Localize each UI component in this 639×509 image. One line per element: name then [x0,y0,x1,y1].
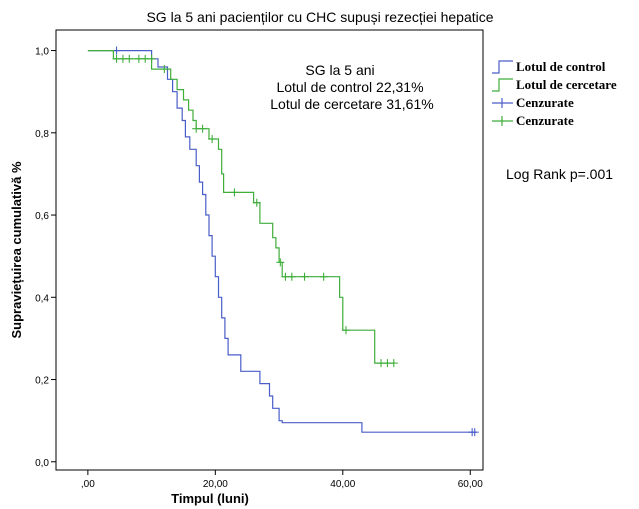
x-axis: ,00 20,00 40,00 60,00 [81,470,483,490]
x-tick-label: 20,00 [203,479,228,490]
legend: Lotul de control Lotul de cercetare Cenzur… [492,59,617,128]
legend-item: Lotul de control [492,59,606,74]
annotation-line-1: SG la 5 ani [305,62,374,78]
annotation-line-2: Lotul de control 22,31% [276,79,423,95]
legend-item: Lotul de cercetare [492,77,617,92]
y-tick-label: 1,0 [35,47,49,58]
legend-label: Lotul de cercetare [516,77,617,92]
censor-mark-research [319,272,328,281]
censor-mark-research [125,54,134,63]
y-tick-label: 0,6 [35,211,49,222]
legend-swatch [492,60,513,74]
plot-area [55,29,484,471]
x-tick-label: 60,00 [458,479,483,490]
y-tick-label: 0,8 [35,129,49,140]
legend-label: Cenzurate [516,113,574,128]
censor-mark-research [252,198,261,207]
censor-mark-research [230,188,239,197]
y-tick-label: 0,4 [35,293,49,304]
censor-mark-research [208,134,217,143]
legend-item: Cenzurate [492,113,574,128]
logrank-text: Log Rank p=.001 [506,166,613,182]
censor-mark-research [389,359,398,368]
legend-label: Lotul de control [516,59,606,74]
censor-mark-research [198,124,207,133]
x-tick-label: ,00 [81,479,95,490]
legend-item: Cenzurate [492,95,574,110]
series-line-research [87,50,394,364]
censor-mark-research [147,54,156,63]
y-tick-label: 0,0 [35,458,49,469]
annotation-line-3: Lotul de cercetare 31,61% [270,96,433,112]
censor-mark-research [287,272,296,281]
series-line-control [87,50,477,433]
plot-border [55,29,484,471]
censor-mark-research [300,272,309,281]
x-axis-title: Timpul (luni) [171,491,249,506]
censor-mark-research [341,326,350,335]
y-tick-label: 0,2 [35,376,49,387]
y-axis: 0,0 0,2 0,4 0,6 0,8 1,0 [35,47,56,469]
y-axis-title: Supraviețuirea cumulativă % [9,161,24,338]
series-layer [87,46,479,437]
censor-mark-control [470,428,479,437]
censor-mark-research [160,65,169,74]
x-tick-label: 40,00 [330,479,355,490]
censor-mark-research [276,258,285,267]
survival-annotation: SG la 5 ani Lotul de control 22,31% Lotu… [270,62,433,112]
chart-title: SG la 5 ani pacienților cu CHC supuși re… [146,9,493,25]
legend-swatch [492,78,513,92]
legend-label: Cenzurate [516,95,574,110]
